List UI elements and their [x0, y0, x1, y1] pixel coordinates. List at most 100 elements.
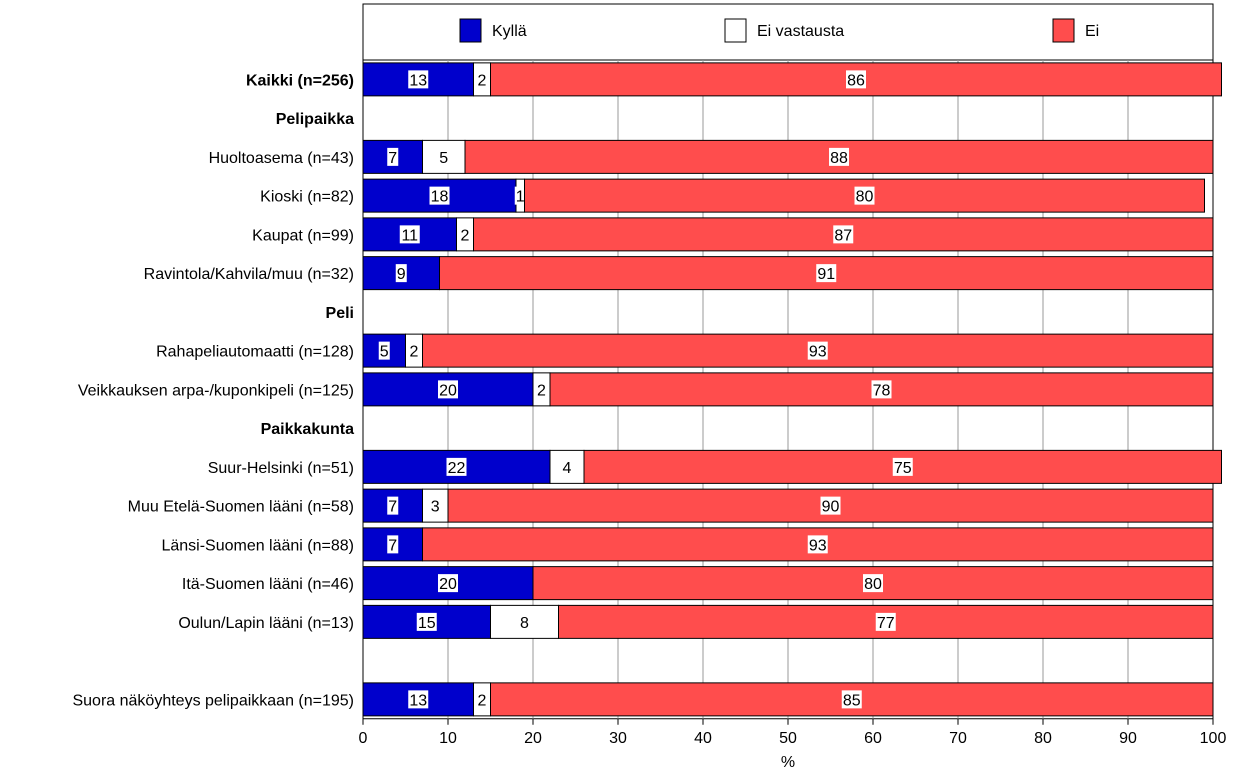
legend-swatch-3	[1052, 18, 1075, 43]
x-tick-label: 90	[1119, 730, 1137, 747]
row-label: Rahapeliautomaatti (n=128)	[156, 344, 354, 361]
data-label: 22	[448, 460, 466, 477]
x-axis-title: %	[781, 754, 795, 771]
legend-label-3: Ei	[1085, 23, 1099, 40]
data-label-bg	[816, 264, 837, 283]
data-label-bg	[429, 186, 450, 205]
data-label-bg	[438, 574, 458, 593]
row-label: Veikkauksen arpa-/kuponkipeli (n=125)	[78, 382, 354, 399]
data-label: 2	[478, 72, 487, 89]
data-label-bg	[871, 380, 892, 399]
legend-swatch-1	[459, 18, 482, 43]
row-label: Ravintola/Kahvila/muu (n=32)	[144, 266, 354, 283]
data-label: 93	[809, 537, 827, 554]
data-label: 7	[388, 499, 397, 516]
x-tick-label: 30	[609, 730, 627, 747]
data-label-bg	[514, 186, 526, 205]
data-label: 88	[830, 150, 848, 167]
legend-label-2: Ei vastausta	[757, 23, 844, 40]
data-label: 7	[388, 537, 397, 554]
data-label: 20	[439, 576, 457, 593]
data-label: 18	[431, 189, 449, 206]
data-label-bg	[438, 147, 450, 166]
data-label: 5	[380, 344, 389, 361]
data-label-bg	[408, 70, 429, 89]
data-label: 85	[843, 692, 861, 709]
x-tick-label: 0	[359, 730, 368, 747]
row-label: Suora näköyhteys pelipaikkaan (n=195)	[72, 692, 354, 709]
x-tick-label: 80	[1034, 730, 1052, 747]
data-label-bg	[387, 147, 399, 166]
data-label: 78	[873, 382, 891, 399]
data-label: 2	[410, 344, 419, 361]
row-label: Kioski (n=82)	[260, 189, 354, 206]
data-label-bg	[519, 612, 530, 631]
legend-label-1: Kyllä	[492, 23, 527, 40]
data-label: 11	[401, 227, 418, 244]
data-label: 80	[856, 189, 874, 206]
row-label: Suur-Helsinki (n=51)	[208, 460, 354, 477]
data-label: 7	[388, 150, 397, 167]
data-label-bg	[536, 380, 547, 399]
data-label: 93	[809, 344, 827, 361]
row-label: Länsi-Suomen lääni (n=88)	[161, 537, 354, 554]
row-label: Paikkakunta	[261, 421, 354, 438]
x-tick-label: 100	[1200, 730, 1227, 747]
bar-segment	[362, 604, 491, 639]
row-label: Muu Etelä-Suomen lääni (n=58)	[128, 499, 354, 516]
data-label: 13	[409, 692, 427, 709]
row-label: Kaupat (n=99)	[252, 227, 354, 244]
data-label-bg	[395, 264, 407, 283]
data-label-bg	[378, 341, 390, 360]
data-label-bg	[841, 690, 862, 709]
data-label-bg	[476, 70, 488, 89]
row-label: Pelipaikka	[276, 111, 354, 128]
data-label-bg	[408, 690, 429, 709]
data-label-bg	[863, 574, 883, 593]
data-label-bg	[399, 225, 420, 244]
data-label-bg	[829, 147, 849, 166]
data-label-bg	[429, 496, 441, 515]
data-label-bg	[892, 457, 913, 476]
row-label: Huoltoasema (n=43)	[209, 150, 354, 167]
data-label: 1	[516, 189, 525, 206]
data-label: 9	[397, 266, 406, 283]
data-label-bg	[416, 612, 437, 631]
data-label: 75	[894, 460, 912, 477]
data-label-bg	[387, 496, 399, 515]
data-label: 4	[563, 460, 572, 477]
data-label-bg	[875, 612, 896, 631]
data-label-bg	[438, 380, 458, 399]
x-tick-label: 60	[864, 730, 882, 747]
data-label: 2	[478, 692, 487, 709]
data-label-bg	[476, 690, 488, 709]
row-label: Peli	[326, 305, 354, 322]
data-label: 86	[847, 72, 865, 89]
data-label-bg	[561, 457, 573, 476]
data-label: 87	[834, 227, 852, 244]
data-label-bg	[408, 341, 420, 360]
data-label: 13	[409, 72, 427, 89]
x-tick-label: 70	[949, 730, 967, 747]
data-label: 8	[520, 615, 529, 632]
data-label: 77	[877, 615, 895, 632]
x-tick-label: 40	[694, 730, 712, 747]
x-tick-label: 10	[439, 730, 457, 747]
data-label: 5	[439, 150, 448, 167]
data-label-bg	[854, 186, 875, 205]
data-label: 90	[822, 499, 840, 516]
data-label-bg	[807, 341, 828, 360]
row-label: Itä-Suomen lääni (n=46)	[182, 576, 354, 593]
data-label: 80	[864, 576, 882, 593]
data-label: 3	[431, 499, 440, 516]
data-label-bg	[807, 535, 828, 554]
data-label-bg	[820, 496, 841, 515]
row-label: Oulun/Lapin lääni (n=13)	[178, 615, 354, 632]
row-label: Kaikki (n=256)	[246, 72, 354, 89]
data-label: 2	[537, 382, 546, 399]
data-label-bg	[846, 70, 866, 89]
data-label: 2	[461, 227, 470, 244]
data-label-bg	[387, 535, 399, 554]
